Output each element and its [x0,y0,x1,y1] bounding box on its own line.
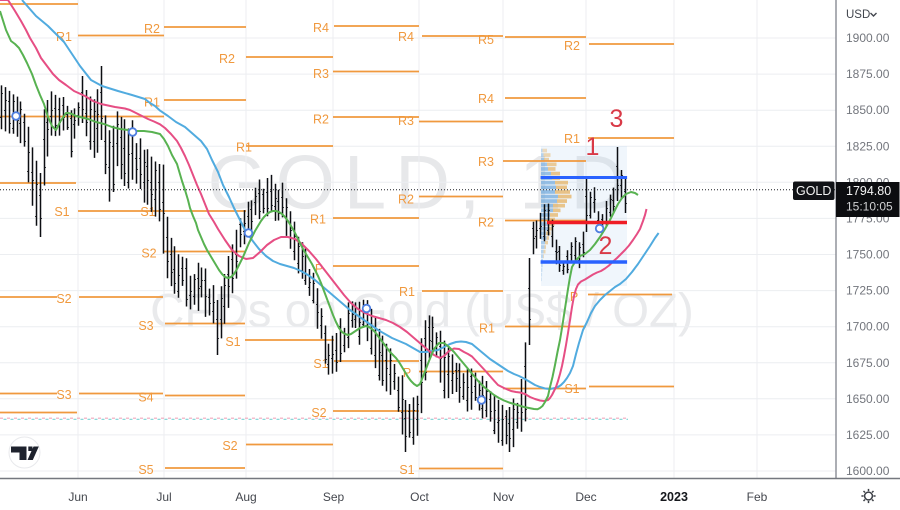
svg-text:R2: R2 [219,52,235,66]
svg-text:R5: R5 [478,33,494,47]
svg-text:1900.00: 1900.00 [846,31,890,45]
svg-text:R4: R4 [478,92,494,106]
svg-text:R3: R3 [398,114,414,128]
svg-text:R2: R2 [313,113,329,127]
svg-text:S1: S1 [140,205,155,219]
svg-text:S5: S5 [138,463,153,477]
svg-text:S1: S1 [54,205,69,219]
svg-text:USD: USD [846,9,870,21]
svg-text:Oct: Oct [410,490,429,504]
svg-text:R1: R1 [564,132,580,146]
svg-text:3: 3 [610,105,624,133]
svg-text:1725.00: 1725.00 [846,284,890,298]
svg-text:Feb: Feb [747,490,768,504]
svg-text:Jun: Jun [68,490,87,504]
svg-text:1850.00: 1850.00 [846,103,890,117]
svg-text:15:10:05: 15:10:05 [846,200,893,214]
svg-text:S1: S1 [564,382,579,396]
svg-text:1794.80: 1794.80 [846,184,891,198]
svg-text:P: P [403,366,411,380]
svg-text:R3: R3 [313,67,329,81]
svg-text:1750.00: 1750.00 [846,248,890,262]
svg-text:S1: S1 [225,335,240,349]
svg-text:R2: R2 [478,216,494,230]
svg-text:1650.00: 1650.00 [846,392,890,406]
svg-text:1: 1 [585,133,599,161]
svg-text:R4: R4 [313,21,329,35]
svg-text:1600.00: 1600.00 [846,464,890,478]
svg-text:1825.00: 1825.00 [846,139,890,153]
svg-text:Sep: Sep [323,490,345,504]
svg-text:S4: S4 [138,391,153,405]
svg-text:R2: R2 [398,193,414,207]
svg-text:R1: R1 [310,213,326,227]
svg-text:S1: S1 [399,463,414,477]
svg-text:S2: S2 [311,406,326,420]
svg-text:S2: S2 [222,439,237,453]
svg-text:S3: S3 [56,388,71,402]
svg-text:Dec: Dec [575,490,596,504]
svg-text:1625.00: 1625.00 [846,428,890,442]
svg-text:R1: R1 [56,30,72,44]
svg-text:2023: 2023 [660,490,688,504]
svg-text:GOLD: GOLD [796,184,831,198]
svg-text:P: P [315,262,323,276]
svg-text:1875.00: 1875.00 [846,67,890,81]
svg-text:S2: S2 [56,292,71,306]
svg-text:1700.00: 1700.00 [846,320,890,334]
svg-text:Jul: Jul [156,490,171,504]
svg-text:R3: R3 [478,155,494,169]
svg-text:CFDs on Gold (US$ / OZ): CFDs on Gold (US$ / OZ) [150,285,694,338]
svg-text:R2: R2 [144,22,160,36]
svg-text:Nov: Nov [493,490,514,504]
svg-text:R1: R1 [399,285,415,299]
svg-text:R1: R1 [236,141,252,155]
svg-text:R2: R2 [564,39,580,53]
svg-text:Aug: Aug [235,490,256,504]
svg-text:R1: R1 [479,322,495,336]
svg-text:2: 2 [599,232,613,260]
svg-text:S3: S3 [138,319,153,333]
svg-text:1675.00: 1675.00 [846,356,890,370]
svg-text:S2: S2 [141,247,156,261]
svg-text:R4: R4 [398,30,414,44]
